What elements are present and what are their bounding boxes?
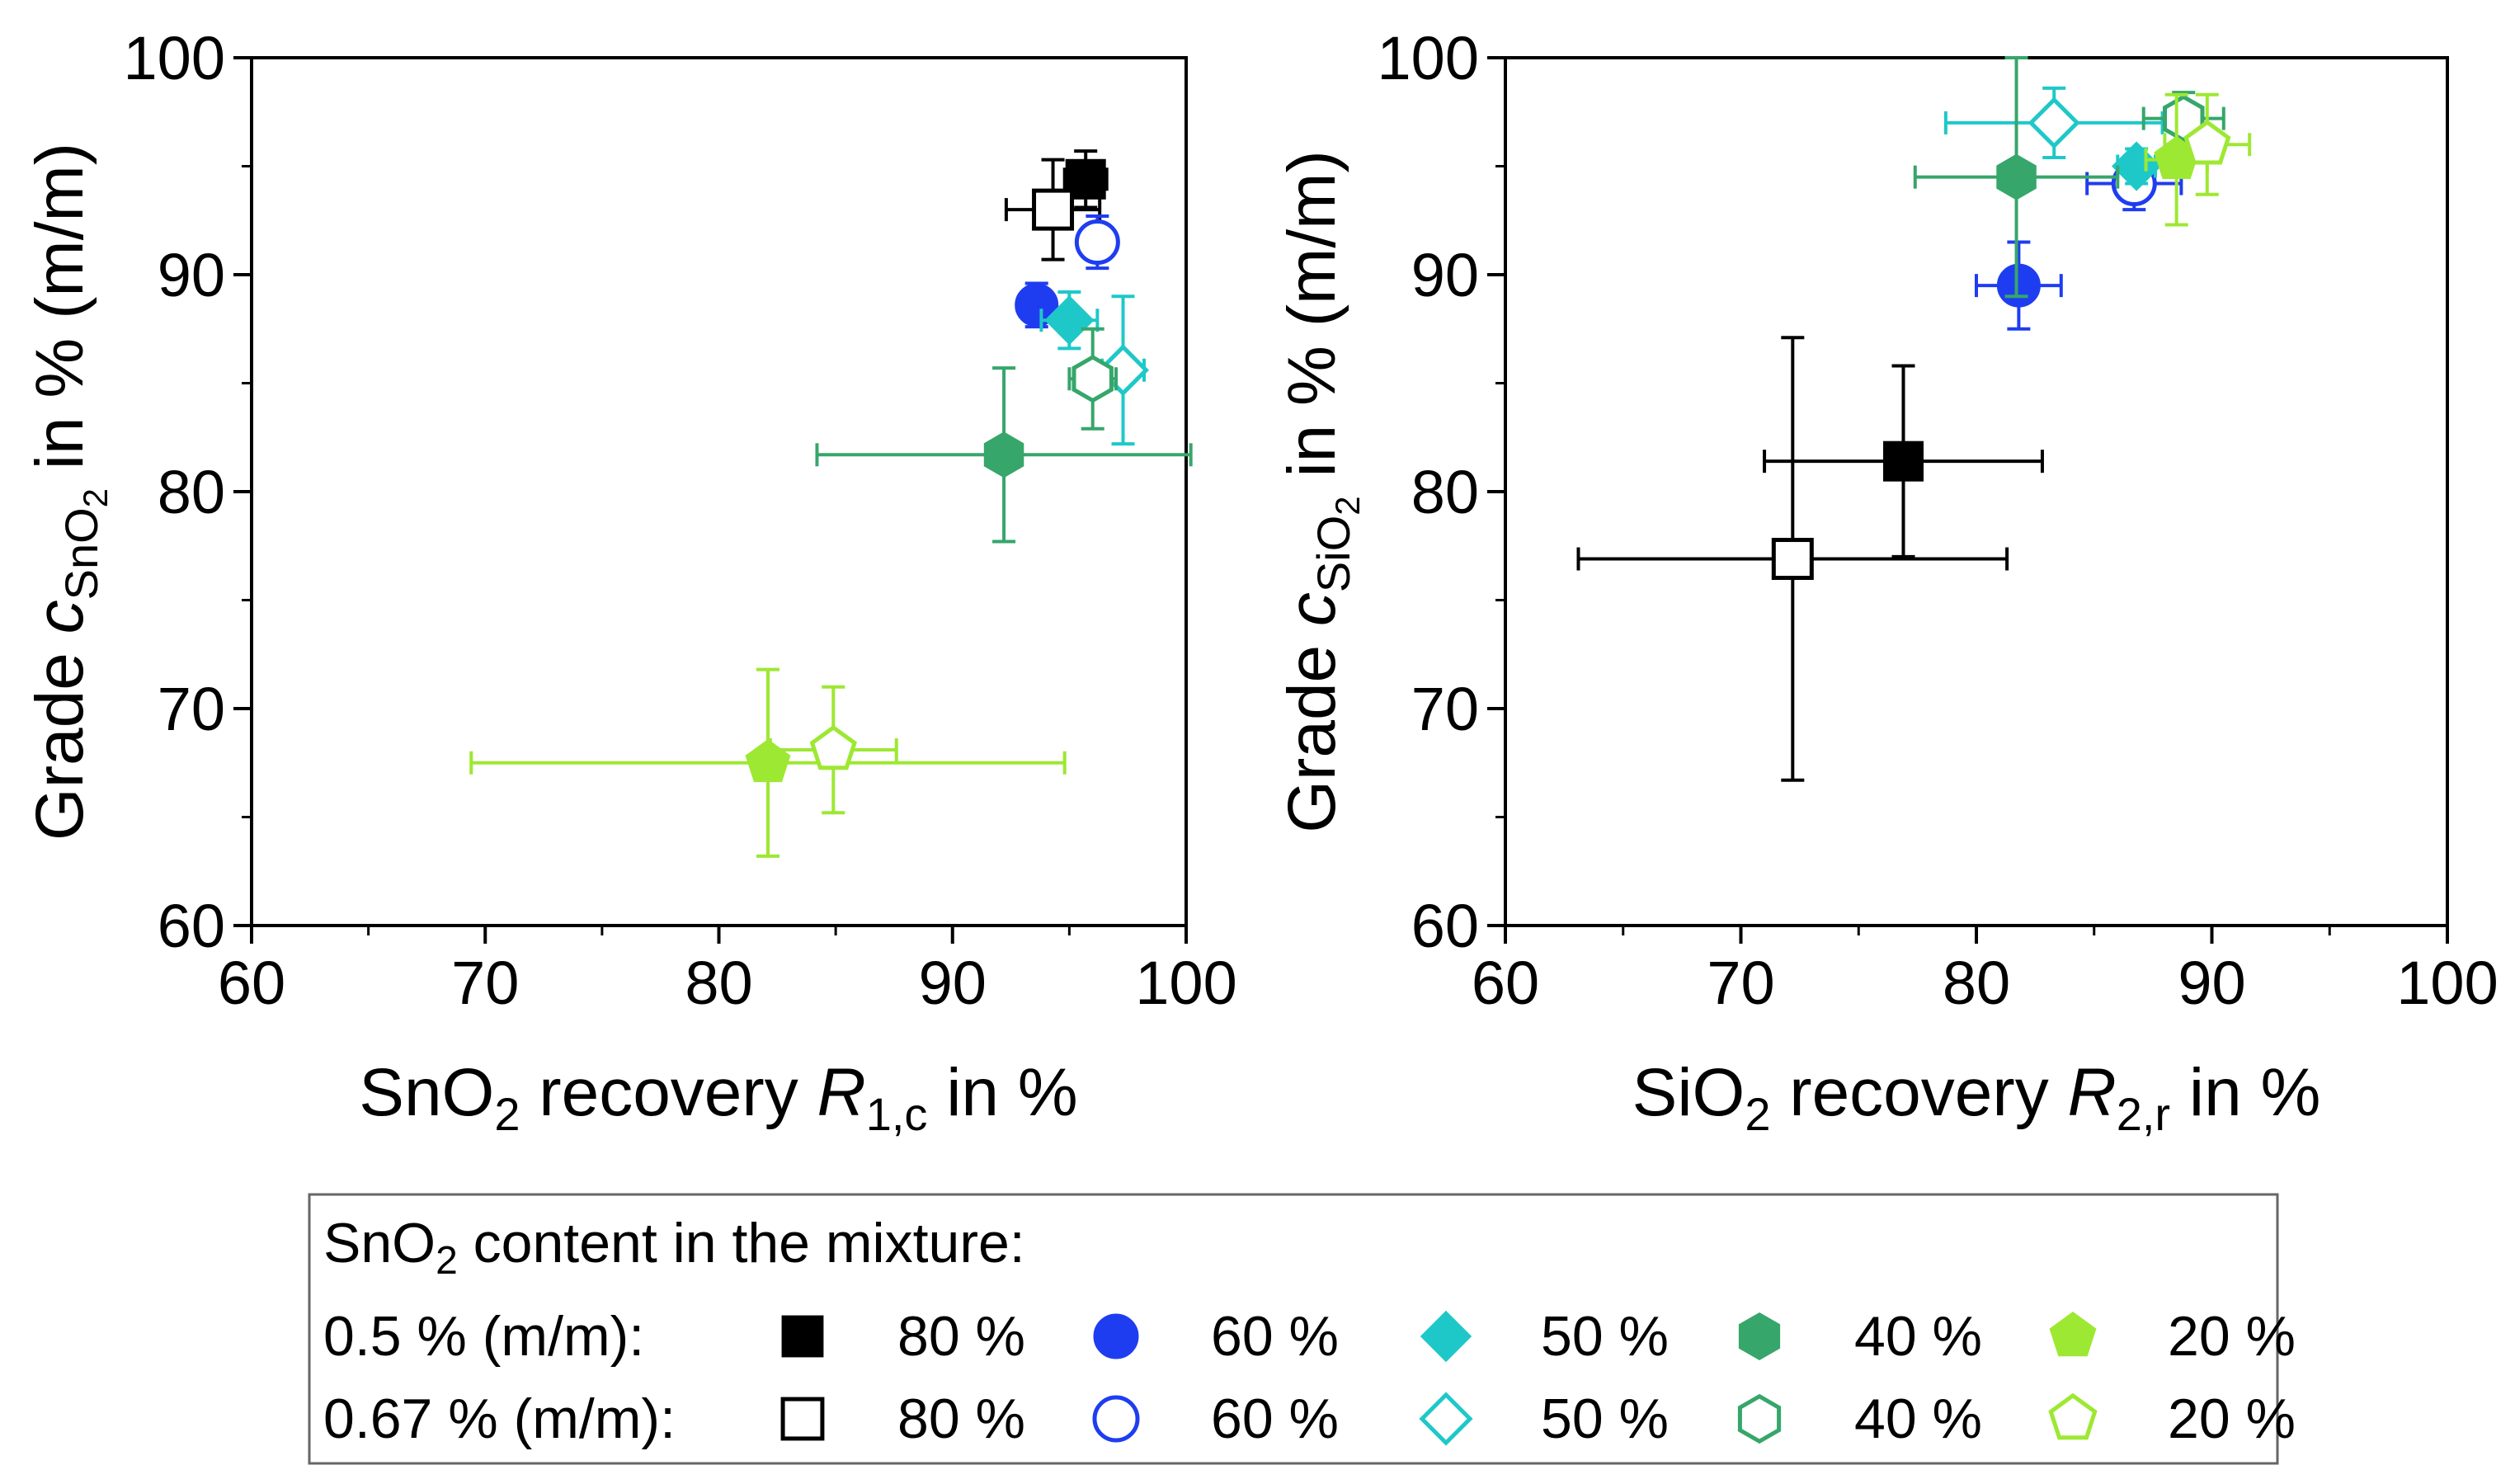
right-data-points <box>1576 56 2252 782</box>
left-y-tick-label: 60 <box>158 892 225 960</box>
right-x-tick-label: 80 <box>1943 949 2010 1017</box>
legend-marker-pentagon-filled <box>2049 1312 2097 1357</box>
right-point-circle-filled <box>1996 263 2041 308</box>
legend-label-80: 80 % <box>897 1305 1025 1368</box>
left-y-tick-label: 100 <box>124 24 225 92</box>
left-y-tick-label: 90 <box>158 241 225 309</box>
left-y-axis-label: Grade cSnO2 in % (m/m) <box>22 143 115 841</box>
left-y-tick-label: 80 <box>158 458 225 526</box>
right-ticks <box>1487 56 2449 944</box>
left-point-circle-open <box>1074 219 1120 266</box>
legend: SnO2 content in the mixture: 0.5 % (m/m)… <box>308 1193 2296 1465</box>
legend-box <box>308 1193 2279 1465</box>
legend-row-label-filled: 0.5 % (m/m): <box>323 1305 644 1368</box>
legend-label-40: 40 % <box>1854 1305 1982 1368</box>
left-data-points <box>469 149 1193 858</box>
right-point-pentagon-open <box>2183 120 2231 165</box>
legend-label-50: 50 % <box>1541 1305 1669 1368</box>
right-y-axis-label: Grade cSiO2 in % (m/m) <box>1274 150 1367 833</box>
left-plot-frame <box>250 56 1188 927</box>
left-x-axis-label: SnO2 recovery R1,c in % <box>359 1055 1077 1140</box>
left-y-tick-label: 70 <box>158 675 225 743</box>
right-point-square-filled <box>1882 440 1924 482</box>
left-x-tick-label: 90 <box>919 949 987 1017</box>
left-x-tick-label: 80 <box>685 949 752 1017</box>
right-x-tick-label: 90 <box>2178 949 2245 1017</box>
legend-row-label-open: 0.67 % (m/m): <box>323 1387 676 1450</box>
left-x-tick-label: 70 <box>451 949 519 1017</box>
right-tick-labels: 60 70 80 90 100 60 70 80 90 100 <box>1378 24 2499 1017</box>
right-plot-frame <box>1504 56 2449 927</box>
right-point-hexagon-open <box>2163 94 2205 143</box>
legend-marker-circle-open <box>1092 1395 1140 1443</box>
left-point-pentagon-filled <box>745 738 791 783</box>
right-x-tick-label: 100 <box>2396 949 2498 1017</box>
left-x-tick-label: 60 <box>218 949 285 1017</box>
left-ticks <box>233 56 1188 944</box>
right-point-hexagon-filled <box>1996 153 2037 200</box>
right-x-tick-label: 70 <box>1707 949 1774 1017</box>
left-point-hexagon-open <box>1071 355 1114 403</box>
legend-marker-square-open <box>780 1397 825 1441</box>
left-point-circle-filled <box>1015 283 1059 327</box>
legend-marker-pentagon-open <box>2048 1392 2098 1440</box>
left-chart: 60 70 80 90 100 60 70 80 90 100 SnO2 recovery R1,… <box>22 24 1237 1140</box>
right-x-axis-label: SiO2 recovery R2,r in % <box>1632 1055 2321 1140</box>
legend-marker-diamond-filled <box>1420 1310 1472 1363</box>
left-point-diamond-filled <box>1044 295 1095 346</box>
right-point-square-open <box>1771 538 1814 581</box>
legend-label-80-open: 80 % <box>897 1387 1025 1450</box>
left-x-tick-label: 100 <box>1135 949 1236 1017</box>
right-point-diamond-open <box>2028 97 2080 149</box>
left-point-square-open <box>1032 188 1075 231</box>
legend-label-60: 60 % <box>1211 1305 1339 1368</box>
legend-marker-diamond-open <box>1419 1392 1473 1446</box>
right-y-tick-label: 90 <box>1411 241 1479 309</box>
legend-marker-hexagon-filled <box>1738 1312 1781 1361</box>
legend-label-60-open: 60 % <box>1211 1387 1339 1450</box>
legend-label-50-open: 50 % <box>1541 1387 1669 1450</box>
legend-label-40-open: 40 % <box>1854 1387 1982 1450</box>
legend-marker-hexagon-open <box>1737 1393 1782 1444</box>
legend-label-20: 20 % <box>2168 1305 2296 1368</box>
left-point-hexagon-filled <box>983 431 1024 478</box>
legend-label-20-open: 20 % <box>2168 1387 2296 1450</box>
right-y-tick-label: 100 <box>1378 24 1479 92</box>
right-chart: 60 70 80 90 100 60 70 80 90 100 SiO2 recovery R2,… <box>1274 24 2499 1140</box>
right-y-tick-label: 70 <box>1411 675 1479 743</box>
left-tick-labels: 60 70 80 90 100 60 70 80 90 100 <box>124 24 1237 1017</box>
right-y-tick-label: 60 <box>1411 892 1479 960</box>
legend-markers <box>780 1310 2098 1446</box>
left-point-pentagon-open <box>809 724 857 770</box>
legend-marker-circle-filled <box>1093 1313 1139 1359</box>
right-y-tick-label: 80 <box>1411 458 1479 526</box>
legend-marker-square-filled <box>781 1315 824 1358</box>
right-x-tick-label: 60 <box>1472 949 1539 1017</box>
legend-title: SnO2 content in the mixture: <box>323 1212 1025 1283</box>
